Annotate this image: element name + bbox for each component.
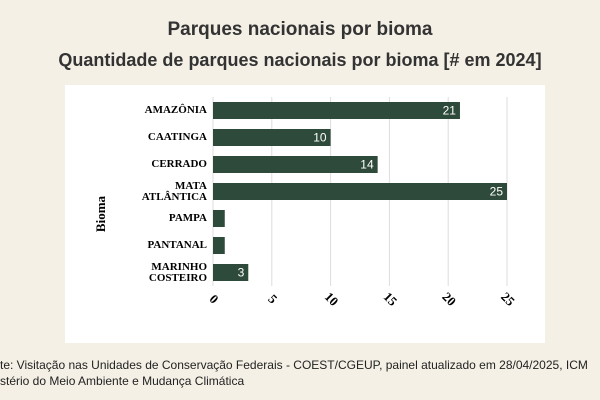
chart-subtitle: Quantidade de parques nacionais por biom… xyxy=(58,50,541,70)
bar xyxy=(213,210,225,227)
y-axis-label: Bioma xyxy=(93,195,108,232)
bar xyxy=(213,264,249,281)
plot-area xyxy=(65,85,545,343)
source-line: te: Visitação nas Unidades de Conservaçã… xyxy=(0,358,588,372)
y-tick-label: PANTANAL xyxy=(148,239,207,251)
bar xyxy=(213,129,331,146)
bar xyxy=(213,237,225,254)
y-tick-label: CERRADO xyxy=(151,158,207,170)
value-label: 1 xyxy=(229,239,236,253)
bar xyxy=(213,156,378,173)
value-label: 21 xyxy=(443,104,457,118)
y-tick-label: MARINHO COSTEIRO xyxy=(149,261,208,284)
y-tick-label: AMAZÔNIA xyxy=(145,103,207,116)
bar xyxy=(213,102,460,119)
source-line: stério do Meio Ambiente e Mudança Climát… xyxy=(0,374,244,388)
value-label: 25 xyxy=(490,185,504,199)
value-label: 3 xyxy=(238,266,245,280)
value-label: 1 xyxy=(229,212,236,226)
value-label: 14 xyxy=(360,158,374,172)
y-tick-label: CAATINGA xyxy=(148,131,207,143)
value-label: 10 xyxy=(313,131,327,145)
y-tick-label: MATA ATLÂNTICA xyxy=(142,180,207,203)
chart-title: Parques nacionais por bioma xyxy=(167,19,432,40)
y-tick-label: PAMPA xyxy=(169,212,207,224)
bar xyxy=(213,183,507,200)
